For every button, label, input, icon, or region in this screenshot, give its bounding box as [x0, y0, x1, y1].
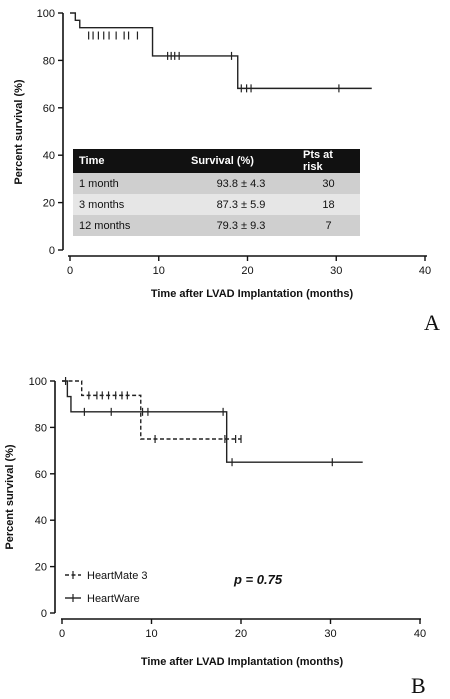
panel-b-y-axis-label: Percent survival (%)	[4, 444, 16, 549]
y-tick-label: 60	[35, 469, 47, 481]
survival-summary-table: Time Survival (%) Pts at risk 1 month 93…	[73, 149, 360, 236]
panel-a-label: A	[424, 310, 440, 335]
x-tick-label: 20	[235, 628, 247, 640]
x-tick-label: 0	[59, 628, 65, 640]
y-tick-label: 0	[41, 608, 47, 620]
y-tick-label: 60	[43, 103, 55, 115]
table-cell-survival: 93.8 ± 4.3	[185, 173, 297, 194]
y-tick-label: 80	[35, 422, 47, 434]
panel-a-x-axis-label: Time after LVAD Implantation (months)	[151, 288, 354, 300]
table-header-pts-at-risk: Pts at risk	[297, 149, 360, 173]
panel-b-legend: HeartMate 3 HeartWare	[65, 570, 148, 605]
x-tick-label: 30	[330, 265, 342, 277]
table-row: 12 months 79.3 ± 9.3 7	[73, 215, 360, 236]
y-tick-label: 40	[35, 515, 47, 527]
survival-curve-overall	[70, 12, 372, 90]
y-tick-label: 20	[43, 198, 55, 210]
panel-b-p-value: p = 0.75	[233, 572, 283, 587]
y-tick-label: 80	[43, 55, 55, 67]
x-tick-label: 40	[414, 628, 426, 640]
x-tick-label: 10	[153, 265, 165, 277]
table-row: 3 months 87.3 ± 5.9 18	[73, 194, 360, 215]
table-row: 1 month 93.8 ± 4.3 30	[73, 173, 360, 194]
x-tick-label: 0	[67, 265, 73, 277]
table-cell-survival: 87.3 ± 5.9	[185, 194, 297, 215]
table-cell-time: 1 month	[73, 173, 185, 194]
panel-b-label: B	[411, 673, 426, 698]
x-tick-label: 40	[419, 265, 431, 277]
table-cell-pts-at-risk: 30	[297, 173, 360, 194]
y-tick-label: 20	[35, 562, 47, 574]
panel-a-y-axis-label: Percent survival (%)	[13, 79, 25, 184]
y-tick-label: 0	[49, 245, 55, 257]
y-tick-label: 40	[43, 150, 55, 162]
table-header-time: Time	[73, 149, 185, 173]
x-tick-label: 20	[241, 265, 253, 277]
y-tick-label: 100	[37, 8, 55, 20]
x-tick-label: 30	[324, 628, 336, 640]
x-tick-label: 10	[145, 628, 157, 640]
legend-heartmate3-label: HeartMate 3	[87, 570, 148, 582]
table-cell-survival: 79.3 ± 9.3	[185, 215, 297, 236]
legend-heartware-label: HeartWare	[87, 593, 140, 605]
y-tick-label: 100	[29, 376, 47, 388]
table-cell-time: 3 months	[73, 194, 185, 215]
table-cell-pts-at-risk: 7	[297, 215, 360, 236]
panel-b-x-axis-label: Time after LVAD Implantation (months)	[141, 656, 344, 668]
table-cell-time: 12 months	[73, 215, 185, 236]
table-header-survival: Survival (%)	[185, 149, 297, 173]
survival-curve-heartmate-3	[62, 380, 241, 440]
survival-curve-heartware	[62, 380, 363, 463]
table-header-row: Time Survival (%) Pts at risk	[73, 149, 360, 173]
table-cell-pts-at-risk: 18	[297, 194, 360, 215]
